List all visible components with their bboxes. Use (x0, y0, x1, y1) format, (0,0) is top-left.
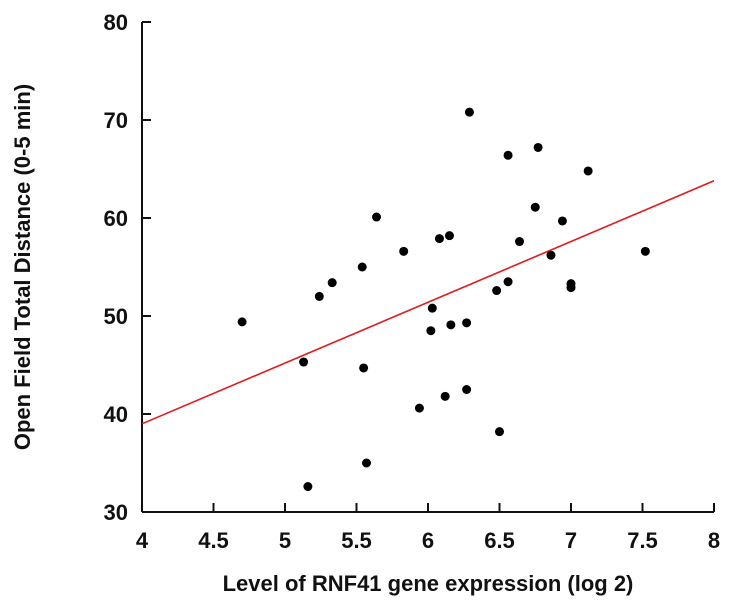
x-tick-label: 5.5 (341, 528, 372, 553)
data-point (444, 231, 454, 241)
data-point (546, 250, 556, 260)
y-tick-label: 60 (104, 206, 128, 231)
y-tick-label: 30 (104, 500, 128, 525)
data-point (327, 278, 337, 288)
x-tick-label: 6 (422, 528, 434, 553)
data-point (372, 212, 382, 222)
data-point (446, 320, 456, 330)
x-axis-title: Level of RNF41 gene expression (log 2) (223, 571, 634, 596)
data-point (434, 234, 444, 244)
data-point (566, 279, 576, 289)
data-point (503, 277, 513, 287)
data-point (314, 291, 324, 301)
y-tick-label: 80 (104, 10, 128, 35)
data-point (414, 403, 424, 413)
x-tick-label: 7 (565, 528, 577, 553)
x-tick-label: 7.5 (627, 528, 658, 553)
data-point (357, 262, 367, 272)
x-tick-label: 4 (136, 528, 149, 553)
y-tick-label: 70 (104, 108, 128, 133)
data-point (426, 326, 436, 336)
x-tick-label: 8 (708, 528, 720, 553)
ticks: 4 4.5 5 5.5 6 6.5 7 7.5 8 30 40 50 60 70 80 (104, 10, 721, 553)
data-point (495, 427, 504, 437)
data-point (464, 107, 474, 117)
data-point (440, 391, 450, 401)
data-point (503, 150, 513, 160)
data-point (515, 237, 525, 247)
data-point (462, 318, 472, 328)
data-point (557, 216, 567, 226)
x-tick-label: 6.5 (484, 528, 515, 553)
data-point (299, 357, 309, 367)
data-point (530, 202, 540, 212)
axes (141, 22, 714, 513)
trend-line-layer (141, 180, 715, 425)
x-tick-label: 4.5 (198, 528, 229, 553)
data-point (640, 246, 650, 256)
y-axis-title: Open Field Total Distance (0-5 min) (10, 84, 35, 450)
y-tick-label: 50 (104, 304, 128, 329)
trend-line (141, 180, 715, 425)
data-point (362, 458, 372, 468)
data-point (492, 286, 502, 296)
data-point (303, 482, 313, 492)
data-point (399, 246, 409, 256)
data-point (359, 363, 369, 373)
data-point (533, 142, 543, 152)
data-point (427, 303, 437, 313)
points-layer (237, 107, 650, 492)
data-point (237, 317, 247, 327)
data-point (462, 385, 472, 394)
y-tick-label: 40 (104, 402, 128, 427)
x-tick-label: 5 (279, 528, 291, 553)
data-point (583, 166, 593, 176)
